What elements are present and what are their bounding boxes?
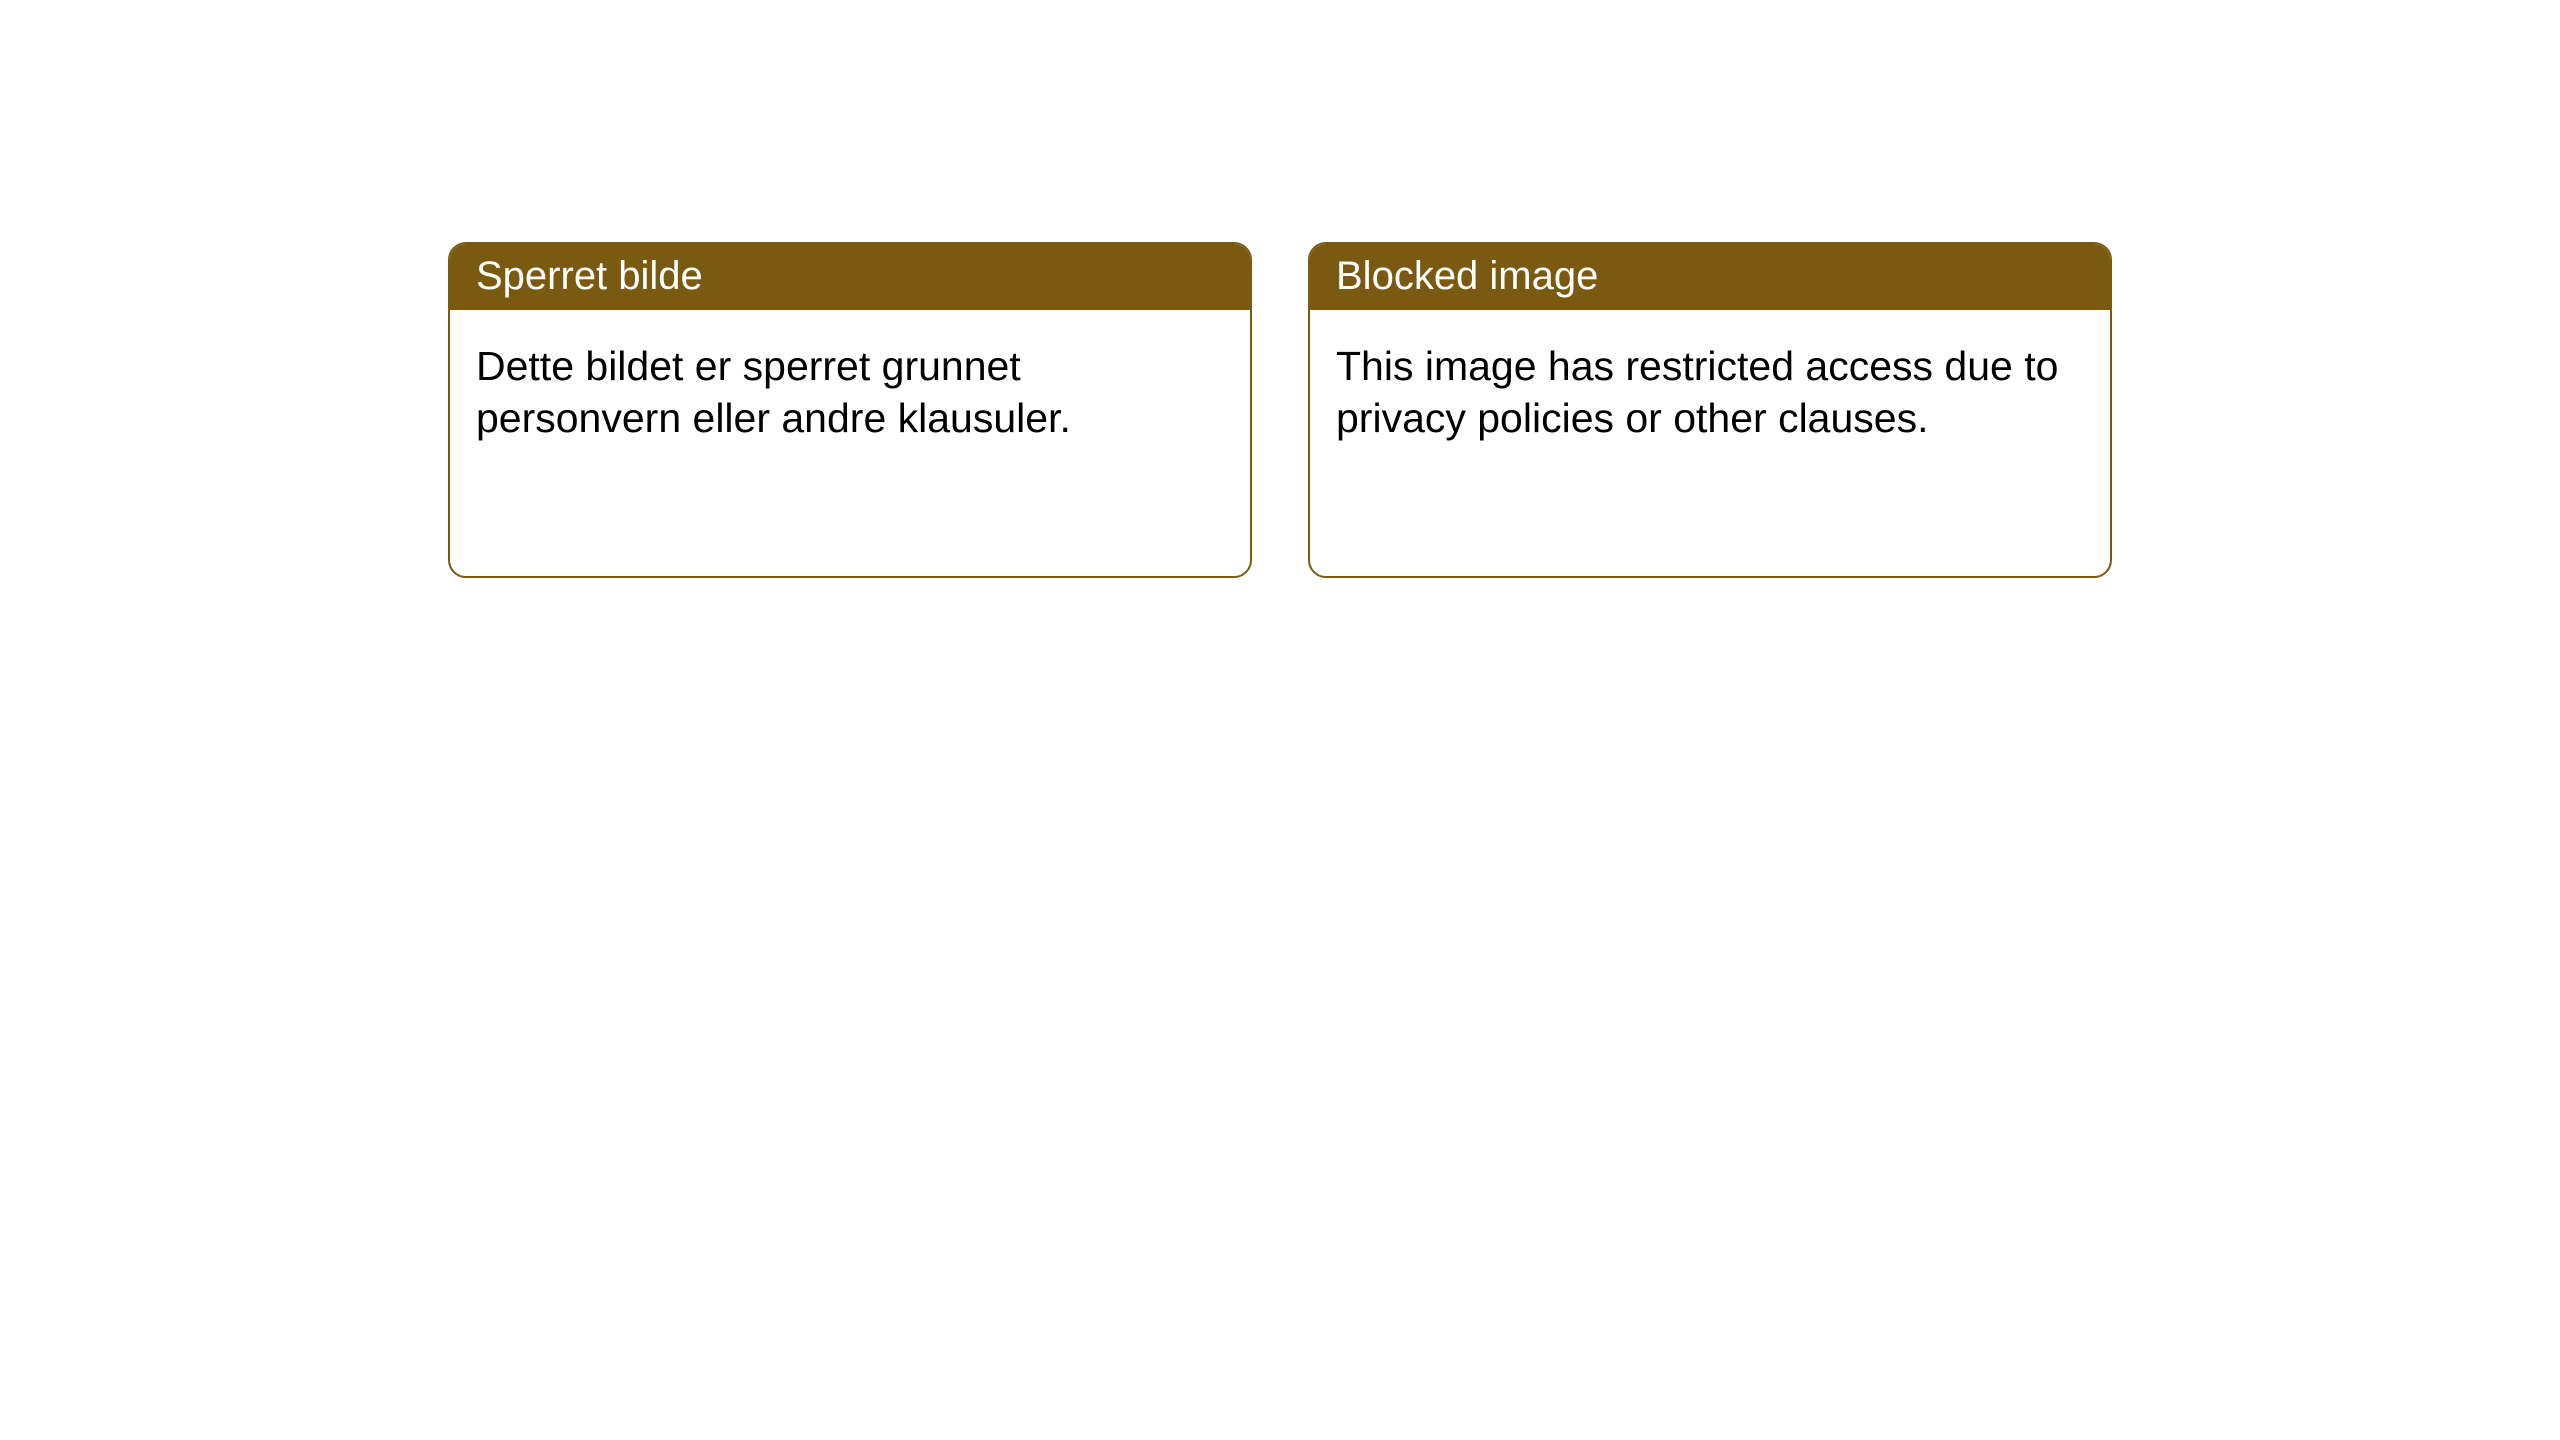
notice-body-norwegian: Dette bildet er sperret grunnet personve… [450,310,1250,475]
notice-header-norwegian: Sperret bilde [450,244,1250,310]
notice-title: Blocked image [1336,254,1598,298]
notice-cards-row: Sperret bilde Dette bildet er sperret gr… [448,242,2560,578]
notice-header-english: Blocked image [1310,244,2110,310]
notice-card-english: Blocked image This image has restricted … [1308,242,2112,578]
notice-card-norwegian: Sperret bilde Dette bildet er sperret gr… [448,242,1252,578]
notice-title: Sperret bilde [476,254,703,298]
notice-body-text: Dette bildet er sperret grunnet personve… [476,343,1071,441]
notice-body-english: This image has restricted access due to … [1310,310,2110,475]
notice-body-text: This image has restricted access due to … [1336,343,2058,441]
